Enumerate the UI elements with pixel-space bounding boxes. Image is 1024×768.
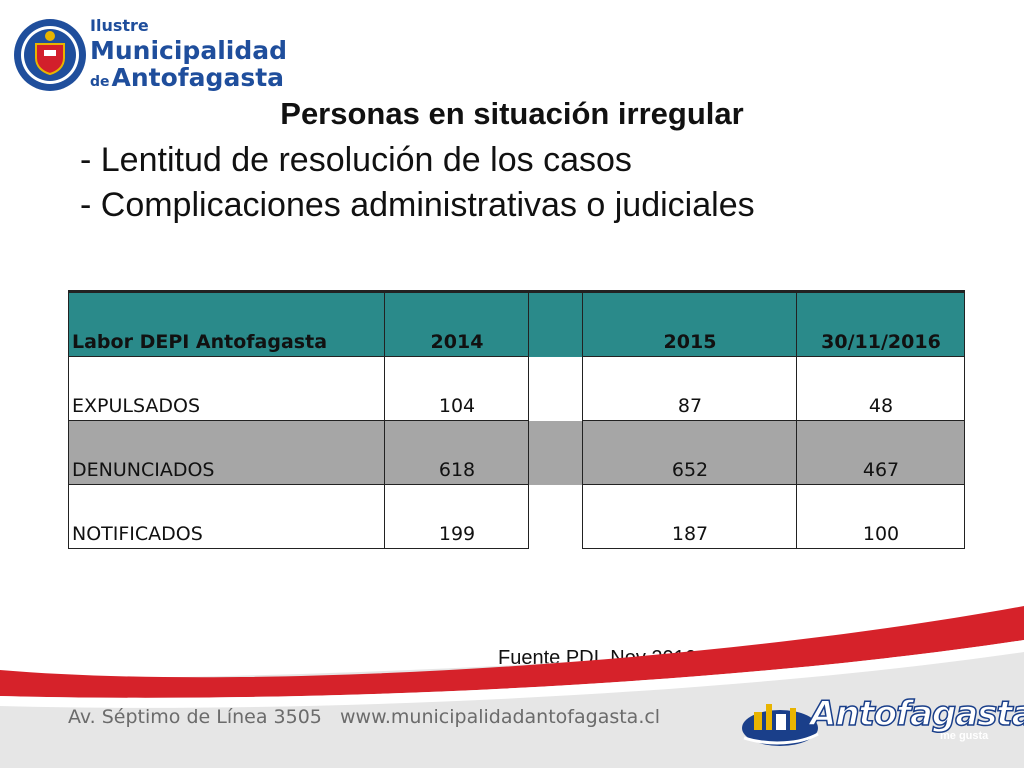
logo-antofagasta: Antofagasta [111,63,285,92]
table-row: DENUNCIADOS 618 652 467 [68,420,965,485]
table-header-row: Labor DEPI Antofagasta 2014 2015 30/11/2… [68,290,965,357]
row-label: EXPULSADOS [68,356,385,421]
bullet-1: - Lentitud de resolución de los casos [80,141,632,179]
table-row: NOTIFICADOS 199 187 100 [68,484,965,549]
website-link[interactable]: www.municipalidadantofagasta.cl [340,706,661,728]
header-2016: 30/11/2016 [796,290,965,357]
table-gap [528,420,583,485]
cell-2016: 467 [796,420,965,485]
slide-title: Personas en situación irregular [280,96,744,131]
logo-line-ilustre: Ilustre [90,16,149,35]
cell-2015: 187 [582,484,797,549]
table-gap [528,484,583,549]
city-skyline-icon [742,704,819,746]
municipality-logo: Ilustre Municipalidad deAntofagasta [12,14,287,98]
header-2015: 2015 [582,290,797,357]
cell-2015: 652 [582,420,797,485]
table-row: EXPULSADOS 104 87 48 [68,356,965,421]
row-label: DENUNCIADOS [68,420,385,485]
logo-line-municipalidad: Municipalidad [90,36,287,65]
logo-wordmark: Ilustre Municipalidad deAntofagasta [90,16,287,91]
cell-2016: 100 [796,484,965,549]
cell-2014: 104 [384,356,529,421]
cell-2016: 48 [796,356,965,421]
municipal-seal-icon [14,19,86,91]
table-gap [528,356,583,421]
header-2014: 2014 [384,290,529,357]
table-gap [528,290,583,357]
bullet-2: - Complicaciones administrativas o judic… [80,186,755,224]
row-label: NOTIFICADOS [68,484,385,549]
logo-de: de [90,74,110,90]
footer-address: Av. Séptimo de Línea 3505 www.municipali… [68,706,660,728]
cell-2014: 199 [384,484,529,549]
cell-2015: 87 [582,356,797,421]
brand-name: Antofagasta [809,693,1024,735]
cell-2014: 618 [384,420,529,485]
brand-tagline: me gusta [940,730,989,742]
logo-line-antofagasta: deAntofagasta [90,65,287,90]
address-text: Av. Séptimo de Línea 3505 [68,706,322,728]
depi-data-table: Labor DEPI Antofagasta 2014 2015 30/11/2… [68,290,965,549]
header-label: Labor DEPI Antofagasta [68,290,385,357]
antofagasta-brand-logo: Antofagasta me gusta [740,690,1024,754]
